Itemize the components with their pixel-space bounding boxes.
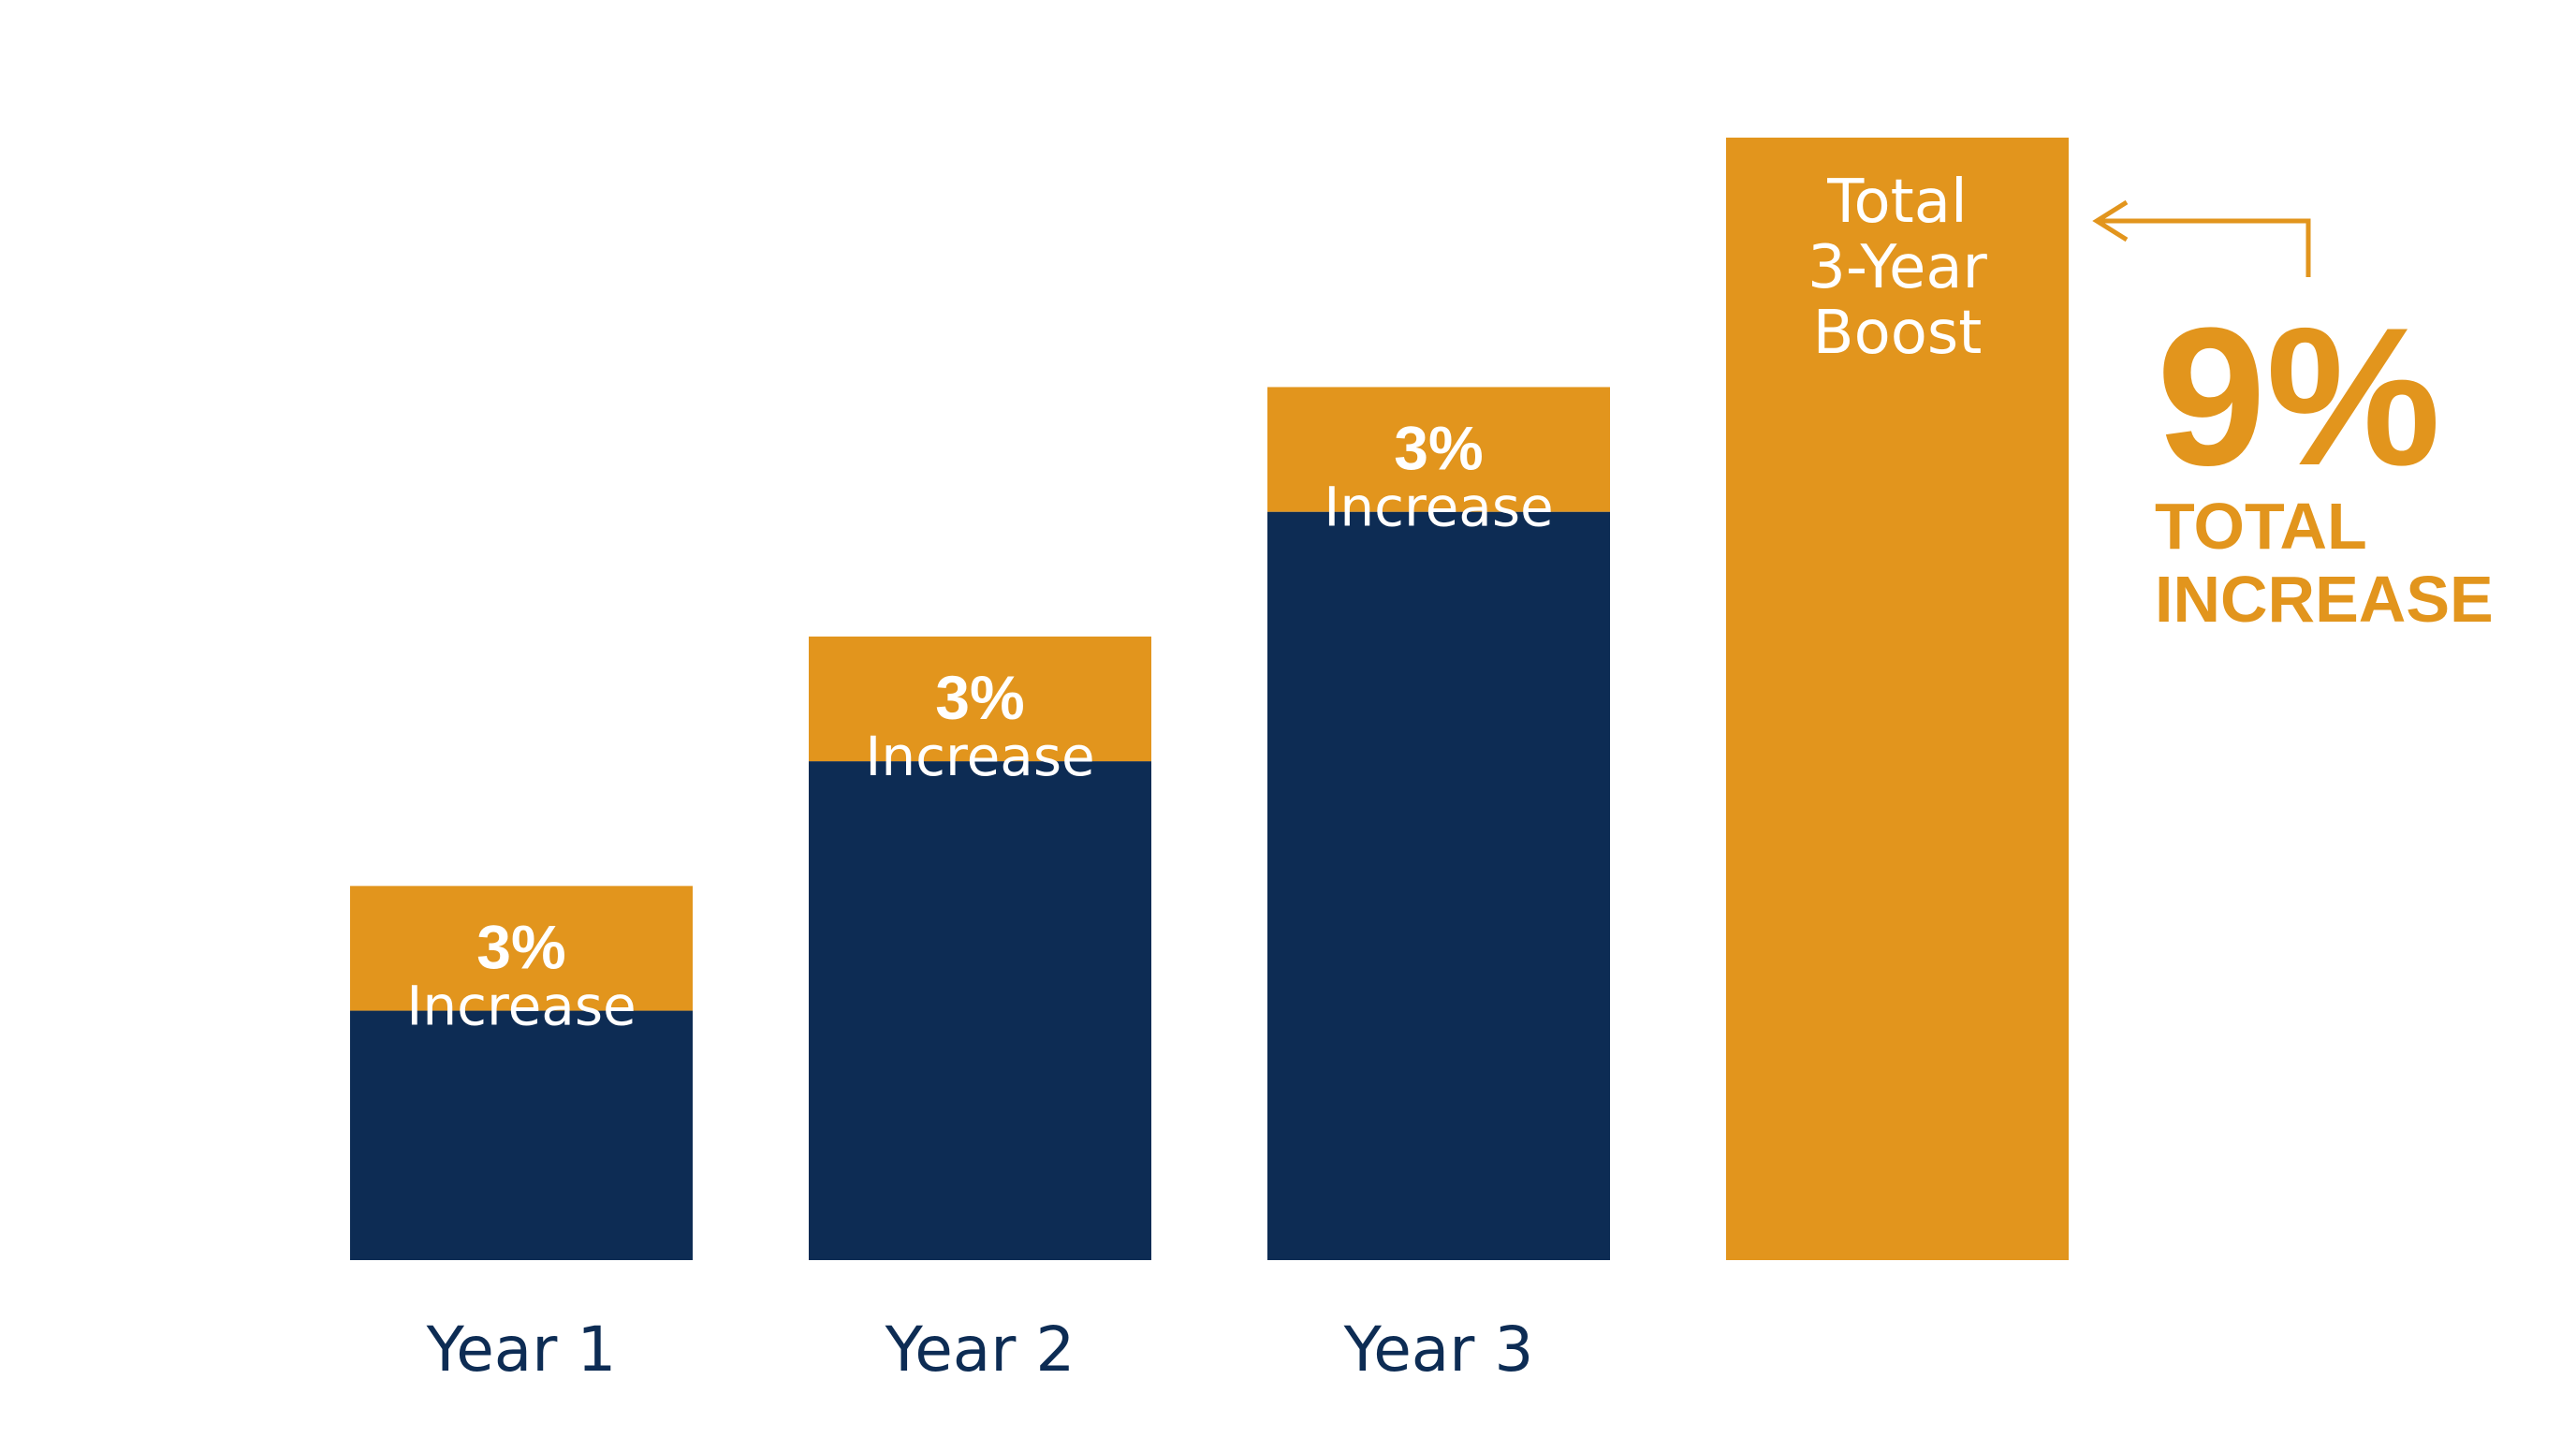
bar-increase-2 bbox=[809, 636, 1151, 762]
increase-text-label: Increase bbox=[406, 974, 636, 1037]
callout-value: 9% bbox=[2157, 286, 2441, 506]
increase-text-label: Increase bbox=[1324, 475, 1553, 538]
increase-pct-label: 3% bbox=[1394, 413, 1483, 482]
callout-label-line1: TOTAL bbox=[2155, 490, 2367, 563]
callout-arrow bbox=[2097, 218, 2311, 277]
increase-pct-label: 3% bbox=[935, 663, 1024, 732]
total-bar-label-line: 3-Year bbox=[1808, 233, 1987, 302]
increase-text-label: Increase bbox=[865, 725, 1094, 788]
callout-group: 9% TOTAL INCREASE bbox=[2092, 199, 2494, 636]
x-tick-label: Year 2 bbox=[885, 1313, 1076, 1386]
bar-base-1 bbox=[350, 1010, 693, 1260]
bar-base-2 bbox=[809, 761, 1151, 1260]
bar-increase-3 bbox=[1267, 387, 1610, 512]
callout-label-line2: INCREASE bbox=[2155, 563, 2494, 636]
bars-group bbox=[350, 138, 2069, 1260]
bar-base-3 bbox=[1267, 511, 1610, 1260]
increase-pct-label: 3% bbox=[476, 912, 565, 981]
total-bar-label-line: Boost bbox=[1813, 299, 1983, 368]
callout-arrowhead bbox=[2092, 199, 2129, 242]
x-tick-label: Year 1 bbox=[426, 1313, 617, 1386]
bar-increase-1 bbox=[350, 886, 693, 1011]
x-tick-label: Year 3 bbox=[1343, 1313, 1534, 1386]
bar-total bbox=[1726, 138, 2069, 1260]
total-bar-label-line: Total bbox=[1826, 168, 1967, 237]
